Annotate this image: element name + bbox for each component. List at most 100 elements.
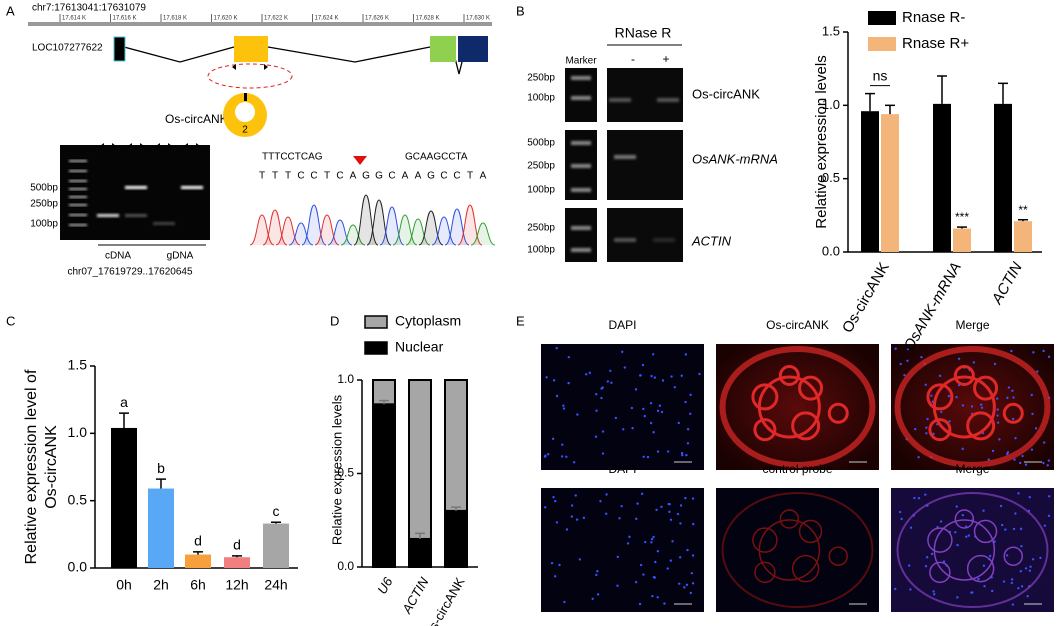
nucleus bbox=[588, 371, 592, 375]
ruler bbox=[28, 22, 492, 26]
nucleus bbox=[998, 438, 1001, 441]
nucleus bbox=[669, 518, 673, 521]
nucleus bbox=[1046, 464, 1049, 467]
nucleus bbox=[988, 554, 992, 558]
nucleus bbox=[555, 394, 559, 398]
nucleus bbox=[651, 594, 654, 598]
nucleus bbox=[1011, 389, 1014, 392]
nucleus bbox=[656, 450, 660, 453]
bar bbox=[263, 523, 289, 568]
cell bbox=[778, 365, 800, 386]
nucleus bbox=[620, 504, 623, 508]
band bbox=[571, 76, 591, 80]
nucleus bbox=[1043, 524, 1047, 527]
nucleus bbox=[1011, 417, 1015, 421]
nucleus bbox=[600, 396, 603, 400]
panel-label: B bbox=[516, 3, 525, 18]
band bbox=[571, 226, 591, 230]
band bbox=[571, 248, 591, 252]
nucleus bbox=[654, 560, 657, 564]
micrograph bbox=[541, 344, 704, 470]
x-tick-label: U6 bbox=[374, 574, 396, 597]
circ-label: Os-circANK bbox=[165, 112, 228, 126]
tissue bbox=[719, 346, 876, 468]
sequence: GCAAGCCTA bbox=[405, 152, 468, 163]
peak bbox=[470, 222, 496, 246]
nucleus bbox=[1011, 603, 1015, 606]
size-label: 250bp bbox=[527, 73, 555, 84]
nucleus bbox=[689, 591, 693, 595]
nucleus bbox=[661, 379, 665, 382]
nucleus bbox=[1005, 554, 1009, 557]
nucleus bbox=[1019, 527, 1023, 531]
lane-label: gDNA bbox=[167, 251, 194, 262]
y-axis-label: Os-circANK bbox=[43, 425, 60, 509]
cell bbox=[798, 375, 824, 401]
nucleus bbox=[563, 600, 566, 604]
image-title: control probe bbox=[762, 462, 832, 476]
cell bbox=[973, 375, 999, 401]
bar bbox=[861, 111, 879, 252]
nucleus bbox=[595, 573, 598, 577]
nucleus bbox=[930, 394, 933, 397]
y-tick-label: 0.5 bbox=[68, 491, 88, 507]
ruler-label: 17,618 K bbox=[163, 16, 187, 22]
nucleus bbox=[594, 435, 598, 438]
nucleus bbox=[616, 584, 619, 587]
nucleus bbox=[955, 505, 958, 508]
nucleus bbox=[961, 513, 964, 517]
nucleus bbox=[561, 443, 564, 446]
nucleus bbox=[606, 380, 610, 383]
nucleus bbox=[996, 408, 999, 411]
nucleus bbox=[900, 517, 903, 521]
cell bbox=[798, 519, 823, 544]
band bbox=[125, 186, 147, 189]
gene-label: Os-circANK bbox=[692, 86, 760, 101]
nucleus bbox=[1036, 370, 1039, 373]
region: chr07_17619729..17620645 bbox=[67, 267, 193, 278]
nucleus bbox=[933, 593, 936, 596]
nucleus bbox=[991, 449, 995, 453]
nucleus bbox=[1020, 544, 1023, 548]
nucleus bbox=[1028, 495, 1031, 499]
band bbox=[69, 224, 87, 226]
nucleus bbox=[652, 575, 656, 579]
band bbox=[571, 141, 591, 145]
band bbox=[97, 214, 119, 217]
base: A bbox=[480, 171, 487, 182]
nucleus bbox=[925, 432, 928, 435]
cell bbox=[753, 418, 777, 442]
image-title: DAPI bbox=[608, 462, 636, 476]
nucleus bbox=[678, 582, 681, 585]
nucleus bbox=[651, 353, 655, 356]
nucleus bbox=[591, 597, 594, 601]
image-title: Merge bbox=[955, 318, 989, 332]
cell bbox=[929, 561, 951, 584]
nucleus bbox=[552, 379, 556, 382]
exon bbox=[458, 36, 488, 62]
nucleus bbox=[683, 586, 686, 589]
nucleus bbox=[930, 552, 934, 556]
nucleus bbox=[913, 496, 916, 500]
nucleus bbox=[585, 373, 588, 376]
y-tick-label: 0.0 bbox=[68, 559, 88, 575]
cell bbox=[828, 546, 848, 566]
nucleus bbox=[567, 381, 570, 385]
cell bbox=[791, 554, 820, 583]
band bbox=[69, 204, 87, 206]
panel-label: C bbox=[6, 313, 15, 328]
nucleus bbox=[673, 386, 676, 389]
gel bbox=[607, 68, 683, 122]
nucleus bbox=[686, 442, 690, 445]
bar bbox=[1014, 221, 1032, 252]
nucleus bbox=[1039, 556, 1042, 560]
nucleus bbox=[649, 402, 653, 405]
nucleus bbox=[576, 413, 579, 416]
nucleus bbox=[894, 587, 897, 591]
y-tick-label: 1.0 bbox=[337, 372, 354, 386]
marker-label: Marker bbox=[565, 56, 597, 67]
nucleus bbox=[616, 555, 620, 559]
nucleus bbox=[1010, 581, 1014, 585]
nucleus bbox=[907, 564, 911, 567]
nucleus bbox=[610, 381, 613, 384]
